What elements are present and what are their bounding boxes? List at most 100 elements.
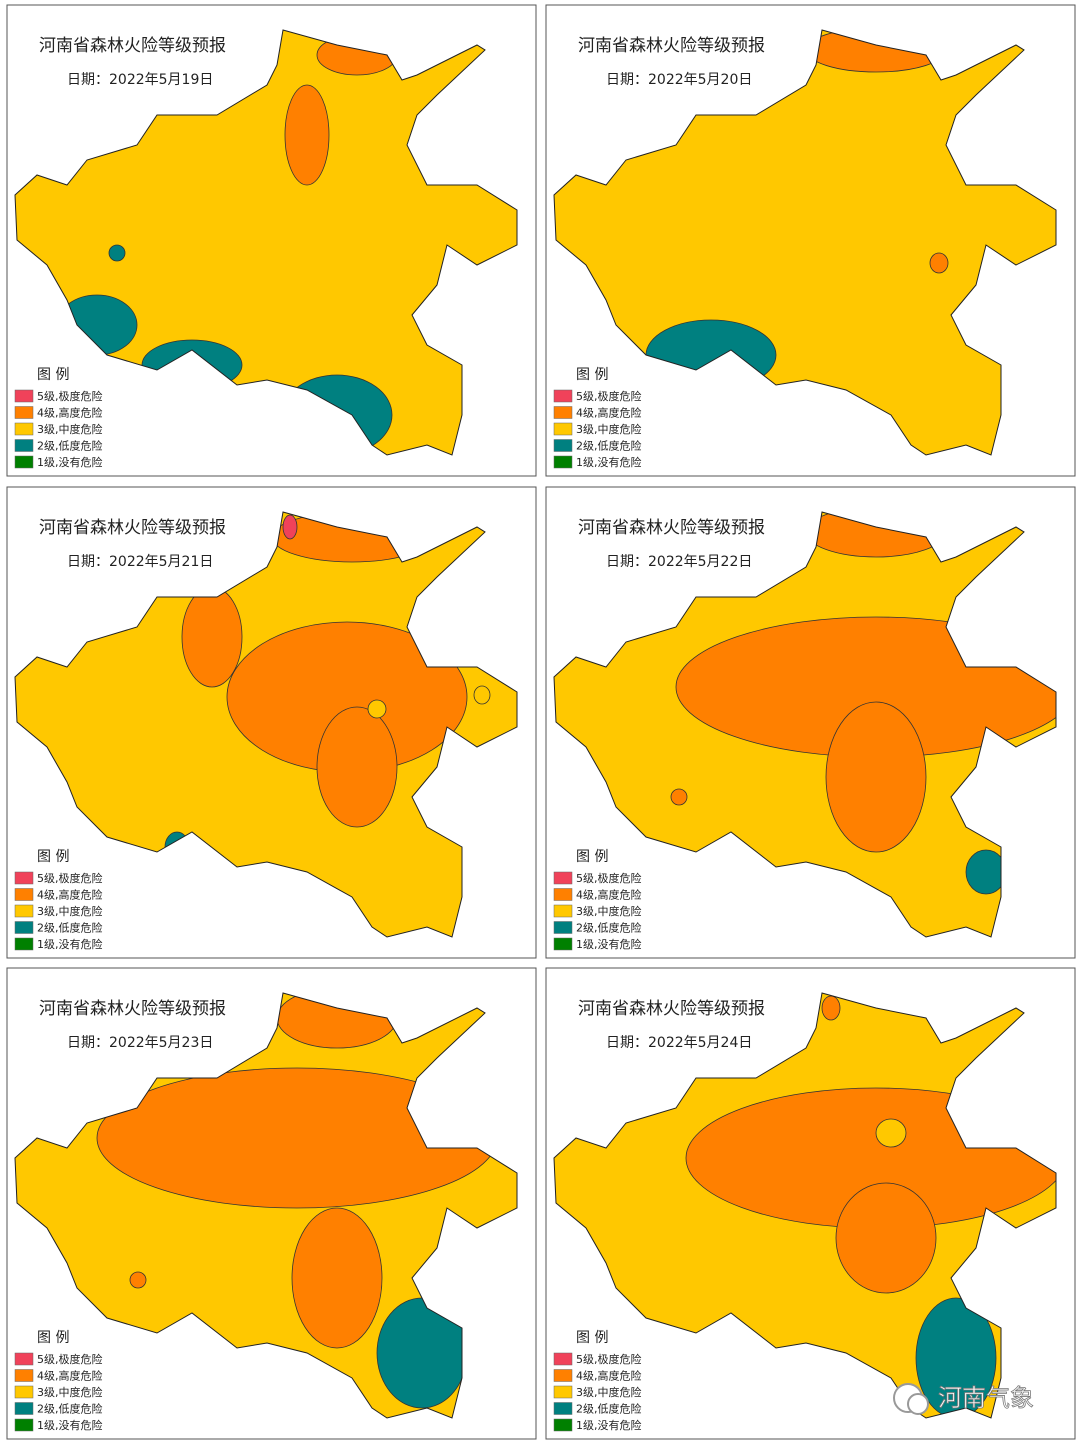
legend-label: 4级,高度危险 [576,1369,642,1383]
risk-zone [929,252,949,274]
legend-swatch [553,1352,573,1366]
panel-title: 河南省森林火险等级预报 [578,518,765,538]
legend-swatch [553,1385,573,1399]
panel-date: 日期：2022年5月22日 [606,554,752,570]
legend-swatch [553,455,573,469]
legend-label: 1级,没有危险 [37,455,103,469]
legend-swatch [553,871,573,885]
legend-title: 图 例 [37,1330,69,1346]
panel-title: 河南省森林火险等级预报 [39,36,226,56]
risk-zone [316,706,398,828]
legend-swatch [553,921,573,934]
legend-title: 图 例 [576,849,608,865]
legend-swatch [553,422,573,436]
legend-swatch [14,422,34,436]
legend-title: 图 例 [37,367,69,383]
legend-swatch [14,921,34,934]
panel-title: 河南省森林火险等级预报 [578,36,765,56]
legend-swatch [14,1352,34,1366]
legend-label: 2级,低度危险 [37,921,103,935]
risk-zone [181,586,243,688]
legend-title: 图 例 [576,367,608,383]
legend-label: 5级,极度危险 [576,1352,642,1366]
legend-label: 5级,极度危险 [576,389,642,403]
risk-zone [965,849,1007,895]
risk-zone [835,1182,937,1294]
legend-label: 3级,中度危险 [37,904,103,918]
risk-zone [915,1297,997,1418]
legend-label: 1级,没有危险 [576,1418,642,1432]
legend-label: 4级,高度危险 [576,888,642,902]
legend-swatch [553,406,573,419]
legend-swatch [14,1418,34,1432]
risk-zone [291,1207,383,1349]
legend-label: 2级,低度危险 [576,439,642,453]
risk-zone [875,1118,907,1148]
legend-label: 5级,极度危险 [37,389,103,403]
legend-swatch [553,1418,573,1432]
watermark-icon [907,1393,929,1415]
panel-title: 河南省森林火险等级预报 [578,999,765,1019]
legend-swatch [553,888,573,901]
legend-label: 3级,中度危险 [576,1385,642,1399]
legend-swatch [553,439,573,452]
legend-label: 5级,极度危险 [37,871,103,885]
legend-swatch [14,888,34,901]
legend-label: 4级,高度危险 [576,406,642,420]
legend-swatch [553,904,573,918]
panel-title: 河南省森林火险等级预报 [39,518,226,538]
legend-swatch [14,1385,34,1399]
risk-zone [284,84,330,186]
watermark-text: 河南气象 [938,1384,1034,1412]
risk-zone [473,685,491,705]
legend-label: 3级,中度危险 [37,1385,103,1399]
legend-swatch [553,1369,573,1382]
risk-zone [825,701,927,853]
legend-label: 3级,中度危险 [37,422,103,436]
risk-zone [821,995,841,1021]
panel-date: 日期：2022年5月23日 [67,1035,213,1051]
legend-label: 4级,高度危险 [37,888,103,902]
panel-title: 河南省森林火险等级预报 [39,999,226,1019]
legend-swatch [14,937,34,951]
legend-swatch [14,904,34,918]
legend-swatch [14,455,34,469]
risk-zone [282,514,298,540]
legend-swatch [14,1369,34,1382]
risk-zone [367,699,387,719]
legend-label: 1级,没有危险 [576,455,642,469]
legend-swatch [14,389,34,403]
risk-zone [670,788,688,806]
legend-label: 2级,低度危险 [37,439,103,453]
legend-swatch [14,1402,34,1415]
legend-label: 1级,没有危险 [37,937,103,951]
panel-date: 日期：2022年5月19日 [67,72,213,88]
legend-label: 5级,极度危险 [576,871,642,885]
legend-title: 图 例 [37,849,69,865]
legend-label: 5级,极度危险 [37,1352,103,1366]
legend-label: 4级,高度危险 [37,1369,103,1383]
legend-title: 图 例 [576,1330,608,1346]
legend-swatch [14,439,34,452]
risk-zone [129,1271,147,1289]
panel-date: 日期：2022年5月20日 [606,72,752,88]
legend-label: 2级,低度危险 [37,1402,103,1416]
risk-zones [96,993,498,1409]
legend-label: 3级,中度危险 [576,904,642,918]
legend-label: 3级,中度危险 [576,422,642,436]
legend-label: 2级,低度危险 [576,921,642,935]
panel-date: 日期：2022年5月21日 [67,554,213,570]
watermark: 河南气象 [893,1383,1034,1415]
panel-date: 日期：2022年5月24日 [606,1035,752,1051]
legend-swatch [553,1402,573,1415]
legend-label: 1级,没有危险 [37,1418,103,1432]
legend-swatch [553,937,573,951]
legend-swatch [14,406,34,419]
